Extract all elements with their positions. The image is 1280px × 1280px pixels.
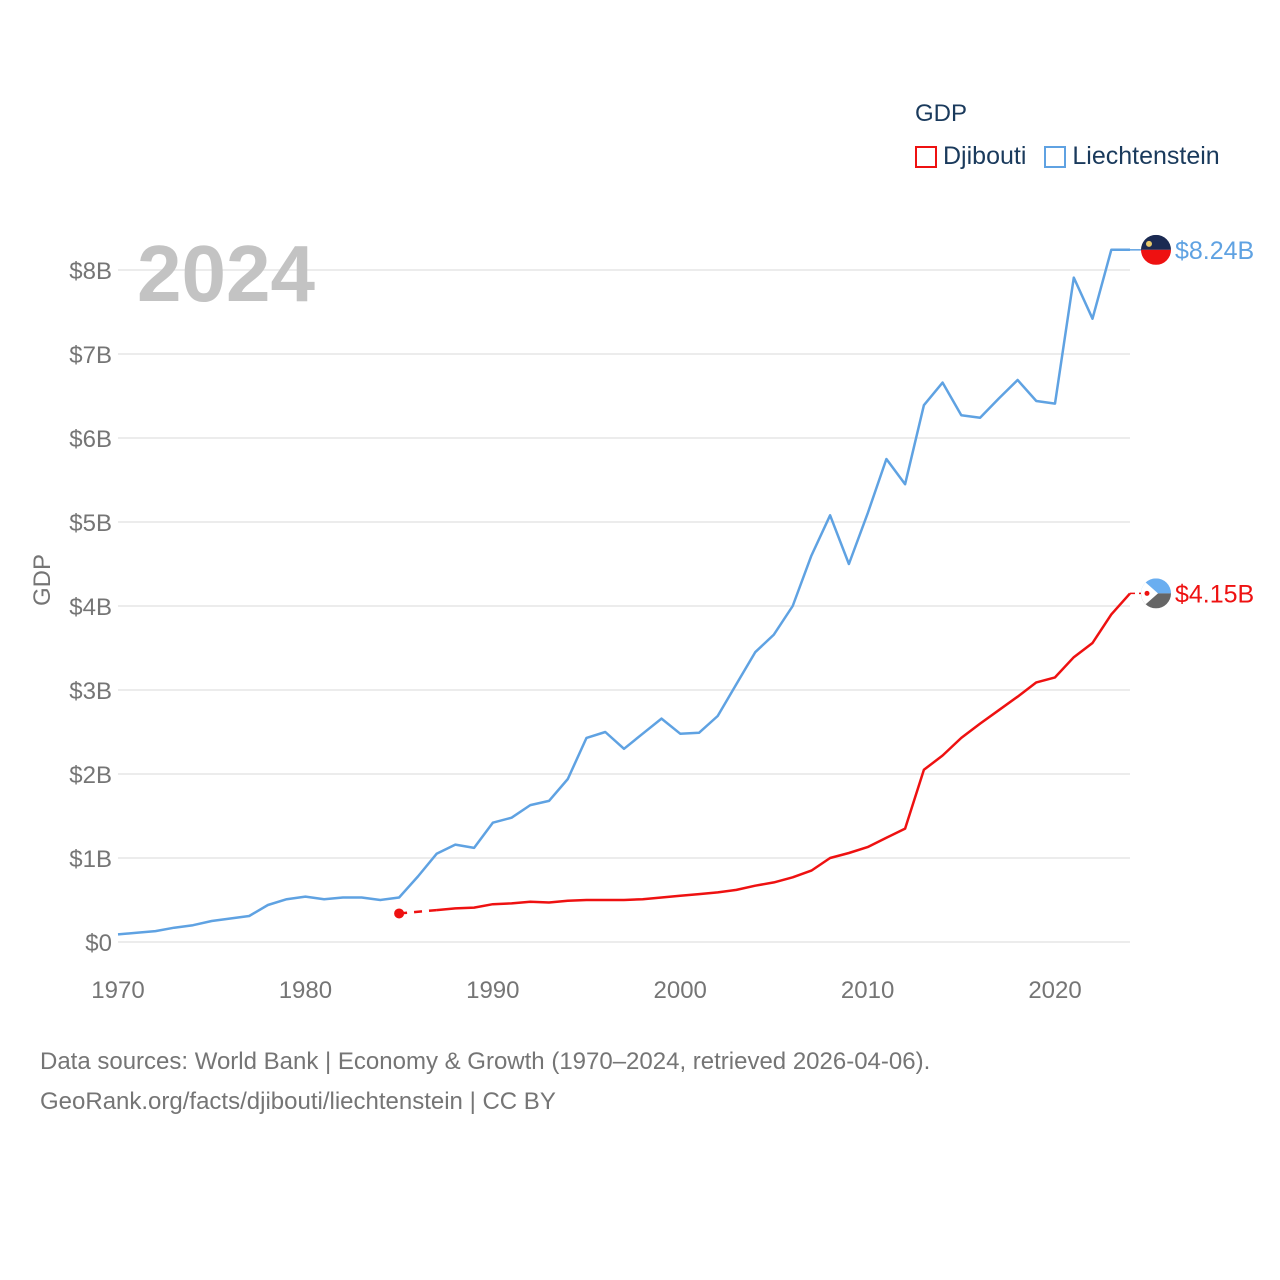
series-line-djibouti[interactable] xyxy=(436,592,1131,912)
legend-item-djibouti[interactable]: Djibouti xyxy=(915,142,1026,171)
y-axis-ticks: $0 $1B $2B $3B $4B $5B $6B $7B $8B xyxy=(69,258,112,957)
legend-label-djibouti: Djibouti xyxy=(943,142,1027,170)
y-tick-label: $8B xyxy=(69,258,112,285)
y-tick-label: $5B xyxy=(69,510,112,537)
gridlines xyxy=(118,269,1130,943)
series-dashed-segment-djibouti xyxy=(398,908,437,915)
legend-label-liechtenstein: Liechtenstein xyxy=(1072,142,1220,170)
legend-swatch-liechtenstein xyxy=(1044,145,1067,168)
legend-swatch-djibouti xyxy=(915,145,937,168)
x-tick-label: 2000 xyxy=(654,977,707,1004)
end-value-label-liechtenstein: $8.24B xyxy=(1175,237,1254,265)
data-source-note: Data sources: World Bank | Economy & Gro… xyxy=(40,1042,930,1122)
y-tick-label: $6B xyxy=(69,426,112,453)
series-line-liechtenstein[interactable] xyxy=(117,248,1130,936)
series-lines xyxy=(117,248,1131,936)
y-tick-label: $2B xyxy=(69,762,112,789)
x-tick-label: 2010 xyxy=(841,977,894,1004)
end-markers: $8.24B $4.15B xyxy=(1130,234,1254,609)
y-tick-label: $4B xyxy=(69,594,112,621)
x-tick-label: 1970 xyxy=(91,977,144,1004)
y-tick-label: $7B xyxy=(69,342,112,369)
legend-item-liechtenstein[interactable]: Liechtenstein xyxy=(1044,142,1220,171)
end-value-label-djibouti: $4.15B xyxy=(1175,580,1254,608)
y-tick-label: $3B xyxy=(69,678,112,705)
y-tick-label: $0 xyxy=(85,930,112,957)
source-line-2[interactable]: GeoRank.org/facts/djibouti/liechtenstein… xyxy=(40,1088,556,1115)
source-line-1: Data sources: World Bank | Economy & Gro… xyxy=(40,1048,931,1075)
series-start-point-djibouti xyxy=(394,908,405,919)
legend-title: GDP xyxy=(915,100,968,127)
x-tick-label: 1980 xyxy=(279,977,332,1004)
x-tick-label: 2020 xyxy=(1028,977,1081,1004)
x-tick-label: 1990 xyxy=(466,977,519,1004)
flag-icon-liechtenstein xyxy=(1141,234,1171,265)
y-axis-label: GDP xyxy=(29,554,56,606)
x-axis-ticks: 1970 1980 1990 2000 2010 2020 xyxy=(91,977,1081,1004)
y-tick-label: $1B xyxy=(69,846,112,873)
flag-icon-djibouti xyxy=(1141,578,1171,609)
legend: Djibouti Liechtenstein xyxy=(915,142,1238,171)
current-year-label: 2024 xyxy=(137,229,315,318)
